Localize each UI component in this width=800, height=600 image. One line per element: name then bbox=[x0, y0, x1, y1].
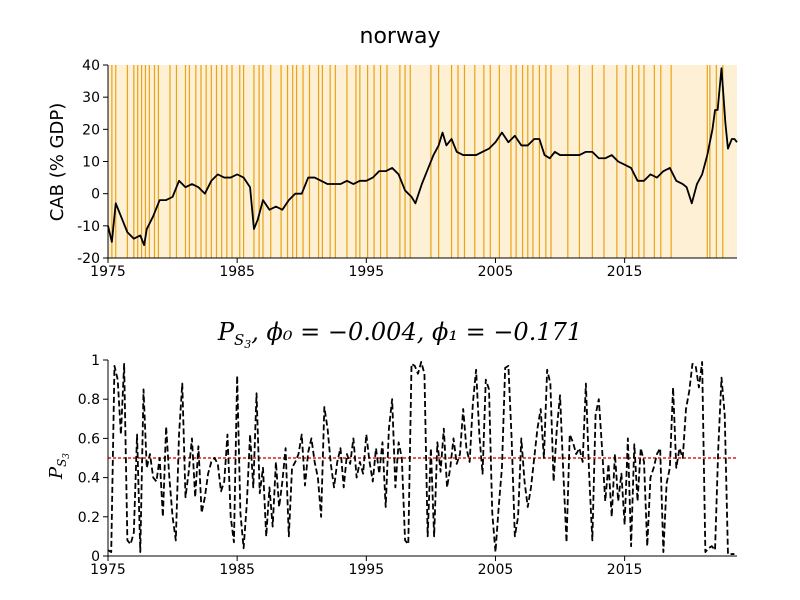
cab-x-tick-label-2: 1995 bbox=[348, 264, 384, 280]
probability-y-axis-label: PS3 bbox=[46, 453, 72, 480]
title-p: P bbox=[217, 318, 235, 346]
cab-y-ticks: -20 -10 0 10 20 30 40 bbox=[77, 58, 108, 267]
probability-series bbox=[107, 361, 735, 555]
cab-chart: norway -20 -10 0 10 20 30 40 1975 1985 1995 2005 2… bbox=[47, 24, 738, 280]
cab-x-tick-label-3: 2005 bbox=[478, 264, 514, 280]
cab-x-tick-label-0: 1975 bbox=[90, 264, 126, 280]
probability-x-tick-label-2: 1995 bbox=[348, 562, 384, 578]
cab-y-tick-label-0: -20 bbox=[77, 251, 100, 267]
probability-y-tick-label-4: 0.8 bbox=[78, 392, 100, 408]
title-sub: S bbox=[234, 331, 244, 349]
ylabel-sub: S bbox=[55, 459, 69, 467]
probability-y-tick-label-3: 0.6 bbox=[78, 431, 100, 447]
probability-y-tick-label-0: 0 bbox=[91, 549, 100, 565]
title-subsub: 3 bbox=[244, 338, 251, 351]
probability-x-ticks: 1975 1985 1995 2005 2015 bbox=[90, 556, 642, 578]
ylabel-subsub: 3 bbox=[62, 453, 72, 459]
cab-y-tick-label-4: 20 bbox=[82, 122, 100, 138]
probability-chart: PS3, ϕ₀ = −0.004, ϕ₁ = −0.171 00.20.40.6… bbox=[46, 318, 737, 578]
probability-axes bbox=[107, 360, 737, 557]
cab-y-axis-label: CAB (% GDP) bbox=[47, 103, 68, 222]
title-rest: , ϕ₀ = −0.004, ϕ₁ = −0.171 bbox=[251, 318, 582, 346]
cab-shaded-regions bbox=[108, 65, 737, 258]
probability-y-ticks: 0 0.2 0.4 0.6 0.8 1 bbox=[78, 353, 108, 565]
cab-series-line-0 bbox=[107, 67, 738, 247]
ylabel-p: P bbox=[46, 466, 67, 480]
probability-x-tick-label-0: 1975 bbox=[90, 562, 126, 578]
cab-chart-title: norway bbox=[360, 24, 441, 49]
cab-y-tick-label-1: -10 bbox=[77, 219, 100, 235]
cab-x-tick-label-1: 1985 bbox=[219, 264, 255, 280]
cab-y-tick-label-5: 30 bbox=[82, 90, 100, 106]
probability-y-tick-label-5: 1 bbox=[91, 353, 100, 369]
probability-x-tick-label-1: 1985 bbox=[219, 562, 255, 578]
probability-y-tick-label-1: 0.2 bbox=[78, 510, 100, 526]
cab-y-tick-label-3: 10 bbox=[82, 155, 100, 171]
cab-y-tick-label-6: 40 bbox=[82, 58, 100, 74]
probability-chart-title: PS3, ϕ₀ = −0.004, ϕ₁ = −0.171 bbox=[217, 318, 582, 351]
probability-x-tick-label-3: 2005 bbox=[478, 562, 514, 578]
probability-series-line-0 bbox=[107, 361, 735, 555]
probability-y-tick-label-2: 0.4 bbox=[78, 471, 100, 487]
probability-x-tick-label-4: 2015 bbox=[607, 562, 643, 578]
cab-x-ticks: 1975 1985 1995 2005 2015 bbox=[90, 258, 642, 280]
cab-x-tick-label-4: 2015 bbox=[607, 264, 643, 280]
cab-shade-0 bbox=[108, 65, 708, 258]
cab-series bbox=[107, 67, 738, 247]
cab-y-tick-label-2: 0 bbox=[91, 187, 100, 203]
